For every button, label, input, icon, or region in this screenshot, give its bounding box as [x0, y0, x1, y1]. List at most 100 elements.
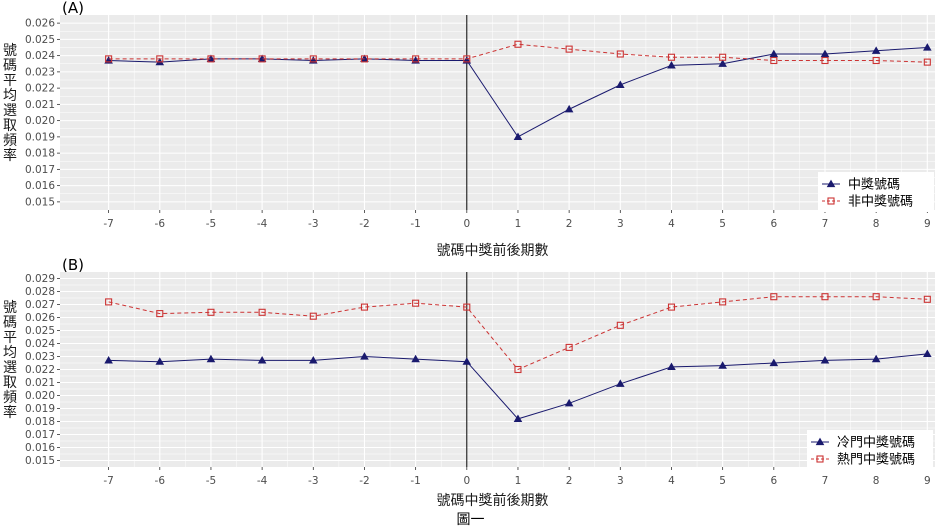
y-tick-label: 0.029 [25, 273, 55, 285]
y-tick-label: 0.015 [25, 455, 55, 467]
x-tick-label: -1 [410, 218, 420, 230]
data-point [360, 55, 369, 63]
x-tick-label: -2 [359, 475, 369, 487]
y-tick-label: 0.019 [25, 131, 55, 143]
x-tick-label: 0 [463, 218, 470, 230]
y-axis-title-char: 平 [3, 330, 17, 346]
data-point [258, 308, 266, 316]
data-point [820, 49, 830, 58]
y-axis-title-char: 均 [3, 345, 17, 361]
data-point [616, 50, 624, 58]
y-tick-label: 0.018 [25, 148, 55, 160]
x-tick-label: -3 [308, 475, 318, 487]
data-point [923, 43, 932, 51]
y-tick-label: 0.021 [25, 377, 55, 389]
data-point [105, 55, 113, 63]
series-line [108, 296, 928, 371]
data-point [156, 55, 164, 63]
y-axis-title-char: 平 [3, 73, 17, 89]
data-point [156, 310, 164, 318]
x-tick-label: 2 [566, 218, 573, 230]
y-axis-title-char: 率 [3, 147, 17, 164]
y-tick-label: 0.028 [25, 286, 55, 298]
legend-box [818, 172, 934, 212]
x-tick-label: 1 [515, 218, 522, 230]
data-point [257, 355, 267, 364]
legend-key-marker [816, 455, 824, 463]
x-axis-title: 號碼中獎前後期數 [437, 242, 549, 259]
y-tick-label: 0.026 [25, 18, 55, 30]
data-point [564, 104, 574, 113]
data-point [770, 56, 778, 65]
data-point [718, 361, 727, 369]
data-point [514, 365, 522, 374]
legend-key-marker [827, 197, 835, 205]
y-tick-label: 0.022 [25, 83, 55, 95]
y-axis-title-char: 選 [3, 103, 17, 119]
x-tick-label: 2 [566, 475, 573, 487]
chart-panel-a: 0.015 0.016 0.017 0.018 0.019 0.020 0.021 0.022… [25, 15, 935, 230]
data-point [820, 355, 830, 364]
data-point [207, 308, 215, 316]
figure-caption: 圖一 [456, 512, 485, 528]
x-tick-label: 4 [668, 475, 675, 487]
panel-label: (A) [62, 0, 84, 17]
x-tick-label: 5 [719, 218, 726, 230]
y-axis-title-char: 率 [3, 404, 17, 421]
x-tick-label: 8 [873, 218, 880, 230]
data-point [513, 132, 523, 140]
data-point [667, 303, 676, 311]
y-axis-title-char: 碼 [3, 315, 17, 331]
y-axis-title-char: 碼 [3, 58, 17, 74]
y-axis-title-char: 號 [3, 300, 17, 316]
data-point [667, 362, 676, 371]
data-point [616, 321, 624, 329]
series-2 [105, 293, 931, 374]
y-axis-title-char: 均 [3, 88, 17, 104]
data-point [718, 59, 727, 67]
data-point [207, 55, 215, 63]
data-point [770, 293, 778, 301]
y-tick-label: 0.024 [25, 338, 55, 350]
x-tick-label: -6 [155, 218, 166, 230]
y-tick-label: 0.027 [25, 299, 55, 311]
x-tick-label: 6 [770, 218, 777, 230]
y-tick-label: 0.017 [25, 164, 55, 176]
x-tick-label: -1 [410, 475, 420, 487]
data-point [719, 298, 727, 306]
x-tick-label: 7 [822, 475, 829, 487]
data-point [872, 293, 880, 301]
x-tick-label: 1 [515, 475, 522, 487]
y-tick-label: 0.023 [25, 351, 55, 363]
y-tick-label: 0.024 [25, 50, 55, 62]
data-point [309, 355, 318, 364]
x-tick-label: 7 [822, 218, 829, 230]
data-point [667, 53, 676, 61]
data-point [565, 45, 573, 53]
data-point [309, 55, 317, 63]
data-point [105, 298, 113, 306]
legend-box [807, 430, 933, 470]
data-point [309, 312, 317, 320]
x-tick-label: -2 [359, 218, 369, 230]
chart-panel-b: 0.0150.0160.0170.0180.0190.0200.0210.022… [25, 272, 935, 487]
data-point [564, 398, 574, 407]
data-point [872, 56, 880, 65]
x-tick-label: 4 [668, 218, 675, 230]
x-tick-label: 3 [617, 218, 624, 230]
y-axis-title-char: 取 [3, 375, 17, 391]
legend-label: 熱門中獎號碼 [837, 453, 915, 468]
data-point [923, 295, 931, 303]
series-2 [105, 40, 931, 66]
x-tick-label: 6 [770, 475, 777, 487]
data-point [463, 55, 471, 63]
data-point [463, 303, 471, 311]
y-tick-label: 0.016 [25, 442, 55, 454]
data-point [411, 354, 420, 363]
x-tick-label: 0 [463, 475, 470, 487]
y-axis-title-char: 頻 [3, 133, 17, 149]
data-point [155, 357, 165, 365]
